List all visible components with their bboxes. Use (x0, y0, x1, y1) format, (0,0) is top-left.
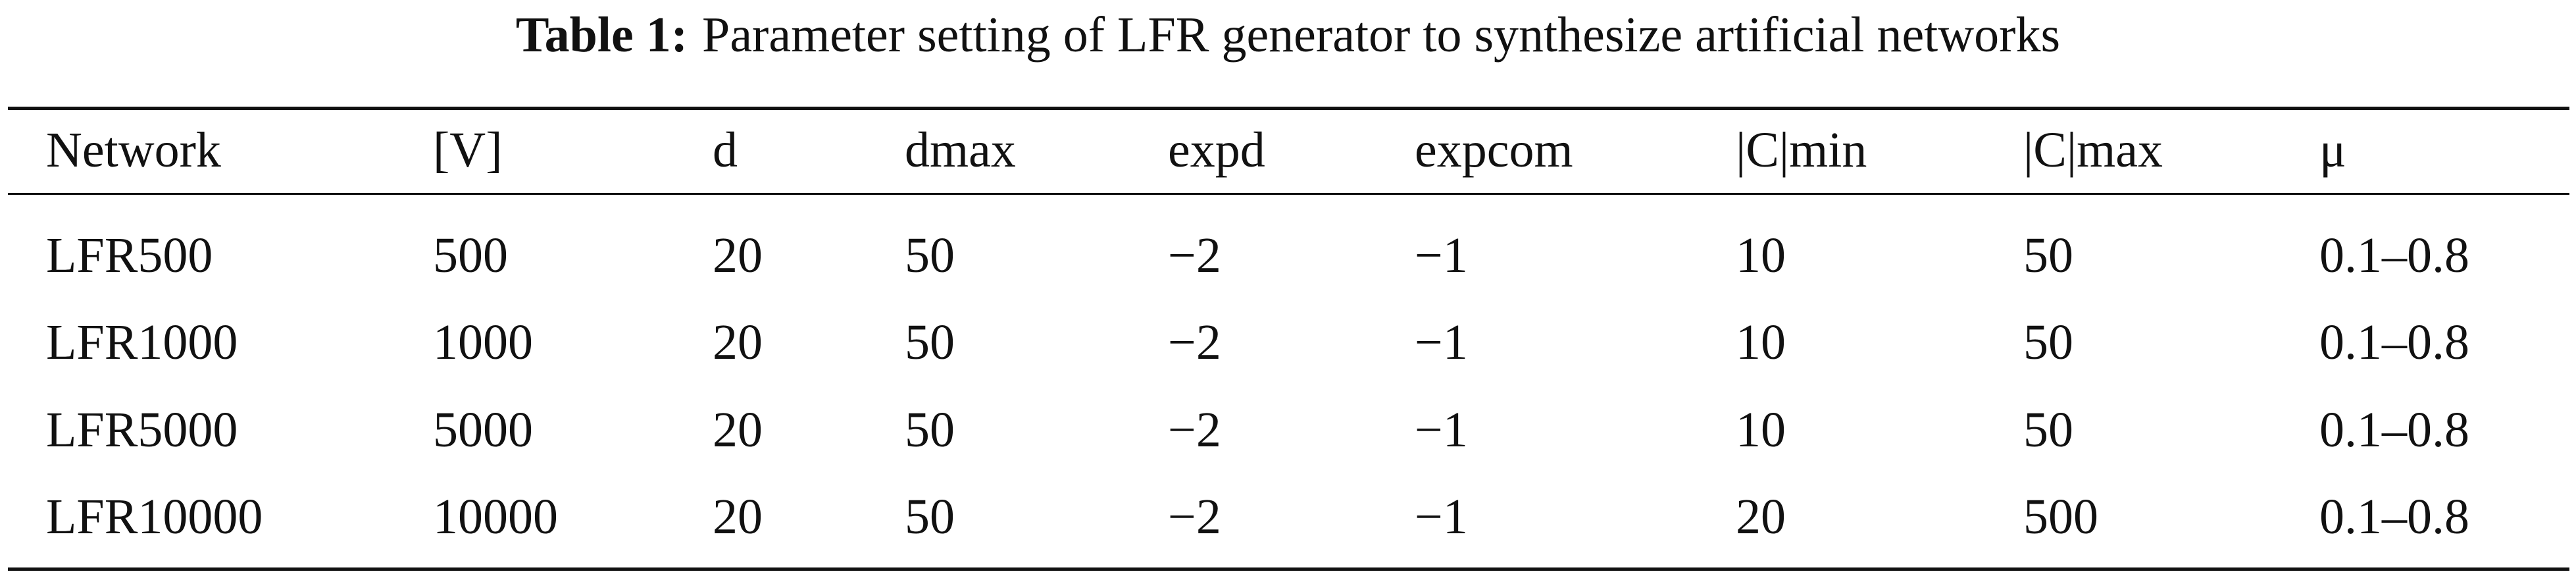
table-cell: 500 (433, 228, 508, 283)
table-cell: −2 (1168, 489, 1221, 544)
table-cell: −1 (1415, 315, 1468, 370)
table-cell: 0.1–0.8 (2319, 402, 2469, 458)
table-cell: LFR500 (46, 228, 213, 283)
table-cell: LFR1000 (46, 315, 238, 370)
header-cell: μ (2319, 122, 2346, 178)
table-cell: 20 (713, 489, 763, 544)
table-cell: 0.1–0.8 (2319, 315, 2469, 370)
header-rule (8, 193, 2569, 195)
table-caption: Table 1: Parameter setting of LFR generat… (0, 5, 2576, 65)
caption-text: Parameter setting of LFR generator to sy… (702, 7, 2061, 63)
table-cell: 50 (905, 489, 955, 544)
table-cell: 20 (1736, 489, 1786, 544)
table-cell: 1000 (433, 315, 533, 370)
table-cell: −2 (1168, 228, 1221, 283)
table-cell: 50 (905, 228, 955, 283)
table-cell: 50 (905, 402, 955, 458)
table-cell: 20 (713, 228, 763, 283)
table-cell: 0.1–0.8 (2319, 489, 2469, 544)
table-cell: −2 (1168, 315, 1221, 370)
table-cell: 50 (2023, 402, 2073, 458)
table-cell: LFR5000 (46, 402, 238, 458)
bottom-rule (8, 567, 2569, 571)
header-cell: dmax (905, 122, 1016, 178)
table-cell: 5000 (433, 402, 533, 458)
table-cell: 10 (1736, 402, 1786, 458)
table-cell: −1 (1415, 228, 1468, 283)
header-cell: |C|min (1736, 122, 1867, 178)
table-cell: 500 (2023, 489, 2098, 544)
table-cell: LFR10000 (46, 489, 263, 544)
table-cell: 10 (1736, 228, 1786, 283)
table-cell: 0.1–0.8 (2319, 228, 2469, 283)
table-cell: 50 (2023, 315, 2073, 370)
header-cell: [V] (433, 122, 503, 178)
header-cell: |C|max (2023, 122, 2163, 178)
header-cell: Network (46, 122, 221, 178)
header-cell: expd (1168, 122, 1265, 178)
table-cell: −2 (1168, 402, 1221, 458)
table-cell: 50 (905, 315, 955, 370)
table-cell: −1 (1415, 489, 1468, 544)
table-cell: 10000 (433, 489, 558, 544)
table-cell: 50 (2023, 228, 2073, 283)
header-cell: expcom (1415, 122, 1573, 178)
table-cell: 10 (1736, 315, 1786, 370)
top-rule (8, 107, 2569, 110)
table-cell: 20 (713, 315, 763, 370)
header-cell: d (713, 122, 738, 178)
table-cell: −1 (1415, 402, 1468, 458)
caption-label: Table 1: (515, 7, 688, 63)
table-cell: 20 (713, 402, 763, 458)
